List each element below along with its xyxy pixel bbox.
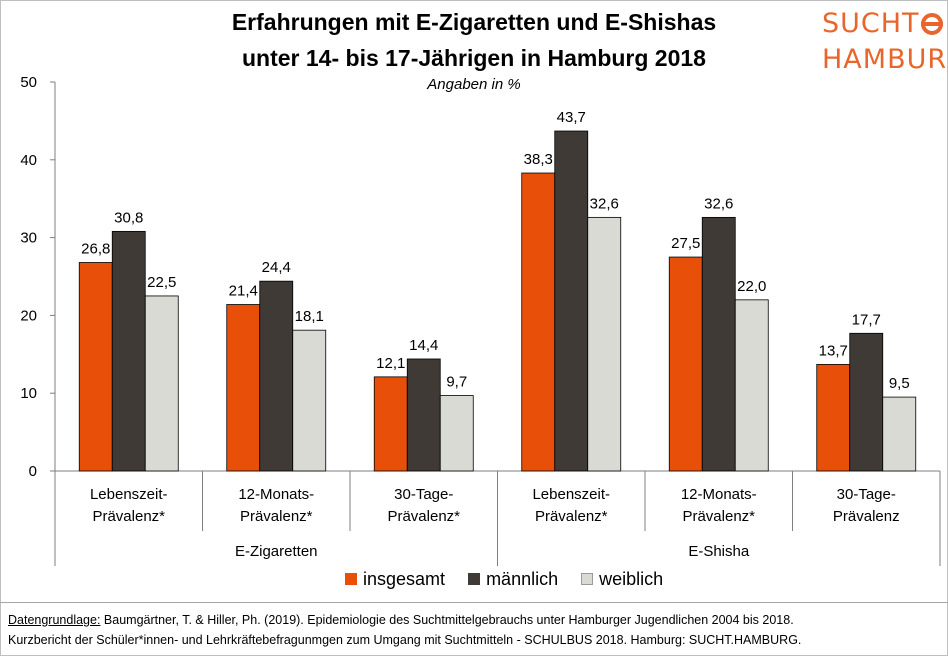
bar-value-label: 30,8 [114,209,143,226]
logo-line2: HAMBURG [822,44,948,75]
bar-männlich [259,280,294,472]
x-category-label: Prävalenz* [240,508,313,525]
bar-value-label: 21,4 [229,283,258,300]
bar-männlich [406,358,441,472]
bar-weiblich [292,329,327,472]
legend-item-weiblich: weiblich [581,569,663,590]
legend-swatch-maennlich [468,573,481,585]
bar-value-label: 26,8 [81,240,110,257]
x-group-label: E-Zigaretten [235,543,318,560]
bar-männlich [111,230,146,472]
bar-insgesamt [226,304,261,472]
logo-line1: SUCHT [822,8,920,39]
chart-title: Erfahrungen mit E-Zigaretten und E-Shish… [231,9,717,35]
bar-value-label: 17,7 [852,311,881,328]
legend-item-maennlich: männlich [468,569,558,590]
x-category-label: Lebenszeit- [532,486,610,503]
sucht-hamburg-logo: SUCHT HAMBURG [820,6,948,80]
footer-source: Datengrundlage: Baumgärtner, T. & Hiller… [8,613,794,627]
x-category-label: Prävalenz* [535,508,608,525]
bar-männlich [849,332,884,472]
bar-value-label: 12,1 [376,355,405,372]
legend-label-maennlich: männlich [486,569,559,589]
chart-subtitle: Angaben in % [427,76,521,93]
bar-weiblich [439,395,474,472]
legend-label-weiblich: weiblich [599,569,664,589]
bar-weiblich [144,295,179,472]
bar-chart: 0 10 20 30 40 50 26,830,8 22,5 Lebenszeit- Präval… [20,74,941,566]
bar-männlich [701,216,736,472]
x-category-label: Prävalenz* [387,508,460,525]
y-tick-label: 0 [29,463,37,480]
footer-source-line2: Kurzbericht der Schüler*innen- und Lehrk… [8,633,802,647]
bar-value-label: 14,4 [409,337,438,354]
bar-value-label: 22,0 [737,278,766,295]
bar-value-label: 18,1 [295,308,324,325]
legend: insgesamt männlich weiblich [345,569,681,590]
bar-insgesamt [78,262,113,472]
logo-ring-icon [921,13,943,35]
bar-weiblich [734,299,769,472]
bar-insgesamt [521,172,556,472]
bar-value-label: 9,5 [889,375,910,392]
x-group-label: E-Shisha [688,543,750,560]
bar-value-label: 13,7 [819,342,848,359]
chart-title-line2: unter 14- bis 17-Jährigen in Hamburg 201… [242,45,706,71]
bar-value-label: 9,7 [446,374,467,391]
bar-value-label: 22,5 [147,274,176,291]
bar-männlich [554,130,589,472]
x-category-label: 12-Monats- [681,486,757,503]
x-category-label: Prävalenz [833,508,900,525]
x-category-label: 30-Tage- [394,486,453,503]
footer-divider [0,602,948,603]
x-category-label: Lebenszeit- [90,486,168,503]
bar-value-label: 32,6 [590,195,619,212]
x-category-label: Prävalenz* [92,508,165,525]
footer-source-text: Baumgärtner, T. & Hiller, Ph. (2019). Ep… [100,613,794,627]
x-category-label: 12-Monats- [238,486,314,503]
bar-value-label: 38,3 [524,151,553,168]
footer-source-label: Datengrundlage: [8,613,101,627]
bar-value-label: 27,5 [671,235,700,252]
bar-weiblich [587,216,622,472]
legend-swatch-weiblich [581,573,594,585]
bar-value-label: 32,6 [704,195,733,212]
y-tick-label: 50 [20,74,37,91]
y-tick-label: 30 [20,230,37,247]
legend-label-insgesamt: insgesamt [363,569,446,589]
legend-item-insgesamt: insgesamt [345,569,445,590]
bar-value-label: 24,4 [262,259,291,276]
y-tick-label: 10 [20,385,37,402]
bar-insgesamt [373,376,408,472]
x-category-label: Prävalenz* [682,508,755,525]
x-category-label: 30-Tage- [837,486,896,503]
bar-insgesamt [668,256,703,472]
y-tick-label: 20 [20,307,37,324]
y-tick-label: 40 [20,152,37,169]
bar-value-label: 43,7 [557,109,586,126]
bar-weiblich [882,396,917,472]
legend-swatch-insgesamt [345,573,357,585]
bar-insgesamt [816,364,851,472]
